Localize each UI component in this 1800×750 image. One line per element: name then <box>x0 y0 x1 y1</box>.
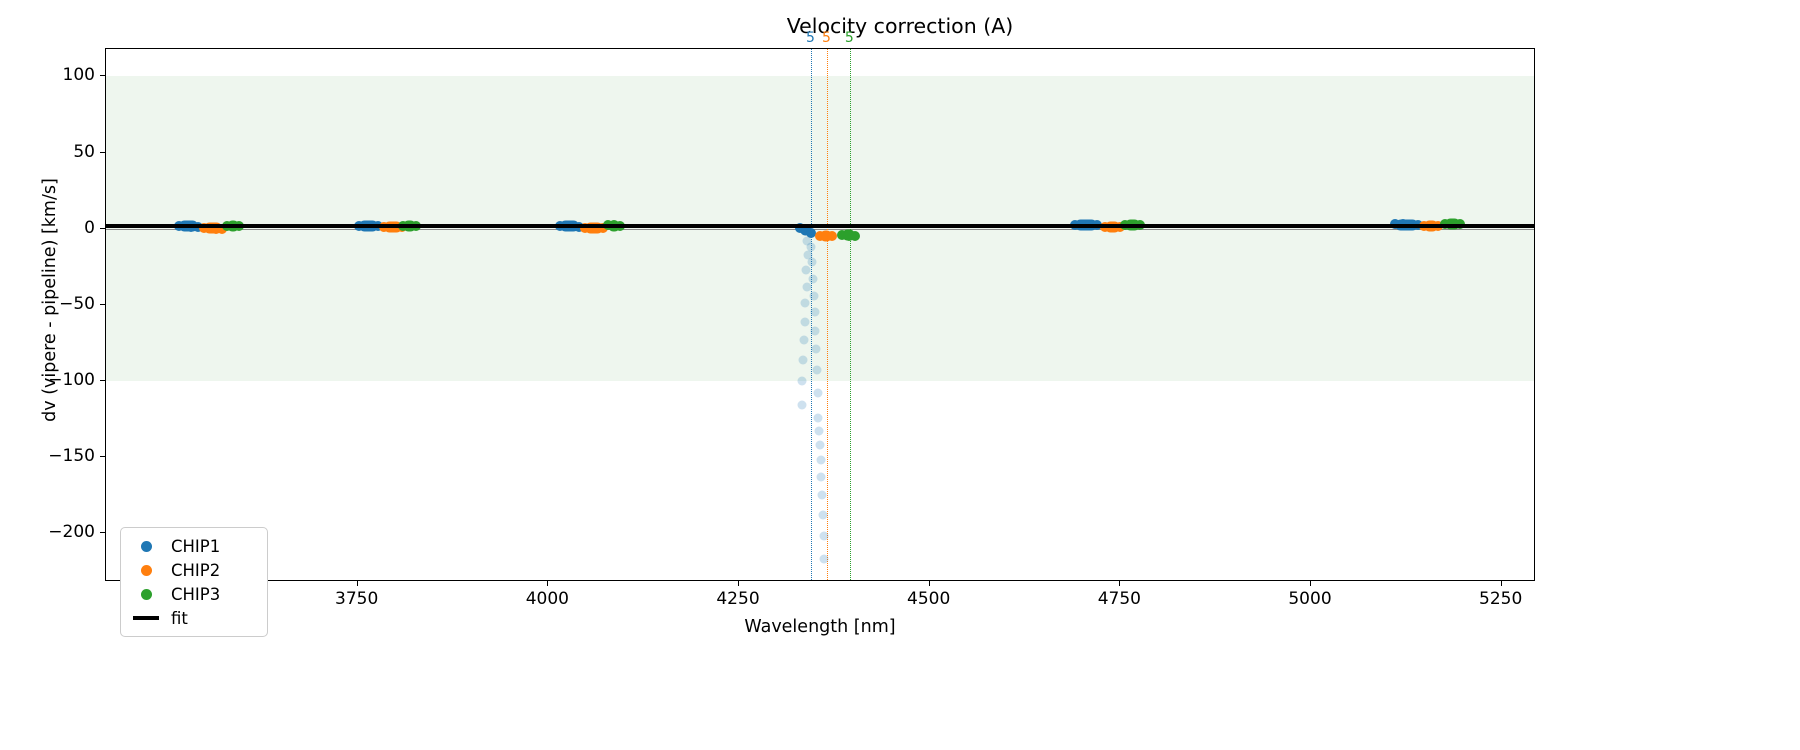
y-tick-mark <box>100 303 105 305</box>
data-point <box>198 223 209 234</box>
data-point <box>836 230 847 241</box>
data-point <box>210 223 221 234</box>
data-point <box>799 335 809 345</box>
vertical-marker-line <box>827 49 829 580</box>
y-tick-label: −150 <box>48 446 95 467</box>
data-point <box>849 230 860 241</box>
data-point <box>816 472 826 482</box>
vline-count-label: 5 <box>805 30 815 46</box>
x-tick-label: 5250 <box>1479 589 1523 609</box>
data-point <box>813 388 823 398</box>
data-point <box>797 400 807 410</box>
data-point <box>797 376 807 386</box>
x-tick-label: 5000 <box>1288 589 1332 609</box>
y-tick-mark <box>100 227 105 229</box>
data-point <box>795 222 806 233</box>
legend-item-chip1[interactable]: CHIP1 <box>129 534 259 558</box>
data-point <box>204 223 215 234</box>
data-point <box>811 344 821 354</box>
y-tick-mark <box>100 151 105 153</box>
y-tick-label: −50 <box>59 293 95 314</box>
data-point <box>810 326 820 336</box>
data-point <box>812 365 822 375</box>
y-tick-label: 100 <box>62 65 95 86</box>
data-point <box>843 230 854 241</box>
x-tick-label: 4000 <box>525 589 569 609</box>
page-title: Velocity correction (A) <box>786 14 1014 38</box>
data-point <box>814 426 824 436</box>
vline-count-label: 5 <box>822 30 831 46</box>
data-point <box>817 490 827 500</box>
legend-item-fit[interactable]: fit <box>129 606 259 630</box>
data-point <box>800 298 810 308</box>
data-point <box>806 242 816 252</box>
data-point <box>819 554 829 564</box>
data-point <box>803 250 813 260</box>
data-point <box>808 274 818 284</box>
x-tick-mark <box>1119 581 1121 586</box>
y-axis-label: dv (vipere - pipeline) [km/s] <box>40 178 60 422</box>
data-point <box>802 236 812 246</box>
vline-count-label: 5 <box>844 30 854 46</box>
data-point <box>827 230 838 241</box>
y-tick-label: 50 <box>73 141 95 162</box>
y-tick-mark <box>100 532 105 534</box>
x-tick-mark <box>547 581 549 586</box>
legend-dot-icon <box>129 588 163 600</box>
legend-item-label: CHIP1 <box>171 536 221 556</box>
data-point <box>820 230 831 241</box>
data-point <box>810 307 820 317</box>
data-point <box>813 413 823 423</box>
legend-dot-icon <box>129 540 163 552</box>
y-tick-mark <box>100 456 105 458</box>
data-point <box>807 257 817 267</box>
x-tick-mark <box>1500 581 1502 586</box>
legend-dot-icon <box>129 564 163 576</box>
vertical-marker-line <box>850 49 852 580</box>
data-point <box>809 291 819 301</box>
x-tick-label: 4500 <box>907 589 951 609</box>
x-tick-mark <box>356 581 358 586</box>
y-tick-label: −200 <box>48 522 95 543</box>
data-point <box>592 222 603 233</box>
fit-line <box>106 223 1534 228</box>
y-tick-label: 0 <box>84 217 95 238</box>
data-point <box>815 440 825 450</box>
legend-item-label: CHIP3 <box>171 584 221 604</box>
data-point <box>814 230 825 241</box>
x-tick-label: 3750 <box>335 589 379 609</box>
x-axis-label: Wavelength [nm] <box>744 617 896 637</box>
vertical-marker-line <box>811 49 813 580</box>
legend: CHIP1 CHIP2 CHIP3 fit <box>120 527 268 637</box>
legend-item-label: CHIP2 <box>171 560 221 580</box>
legend-item-label: fit <box>171 608 188 628</box>
data-point <box>818 510 828 520</box>
zero-reference-line <box>106 228 1534 230</box>
x-tick-label: 4750 <box>1097 589 1141 609</box>
x-tick-mark <box>738 581 739 586</box>
data-point <box>802 282 812 292</box>
x-tick-label: 4250 <box>716 589 760 609</box>
data-point <box>798 355 808 365</box>
data-point <box>801 265 811 275</box>
data-point <box>805 228 816 239</box>
x-tick-mark <box>928 581 930 586</box>
data-point <box>816 455 826 465</box>
legend-line-icon <box>129 616 163 620</box>
y-tick-mark <box>100 379 105 381</box>
y-tick-mark <box>100 75 105 77</box>
data-point <box>800 317 810 327</box>
legend-item-chip2[interactable]: CHIP2 <box>129 558 259 582</box>
y-tick-label: −100 <box>48 369 95 390</box>
data-point <box>819 531 829 541</box>
legend-item-chip3[interactable]: CHIP3 <box>129 582 259 606</box>
plot-area <box>105 48 1535 581</box>
x-tick-mark <box>1310 581 1311 586</box>
